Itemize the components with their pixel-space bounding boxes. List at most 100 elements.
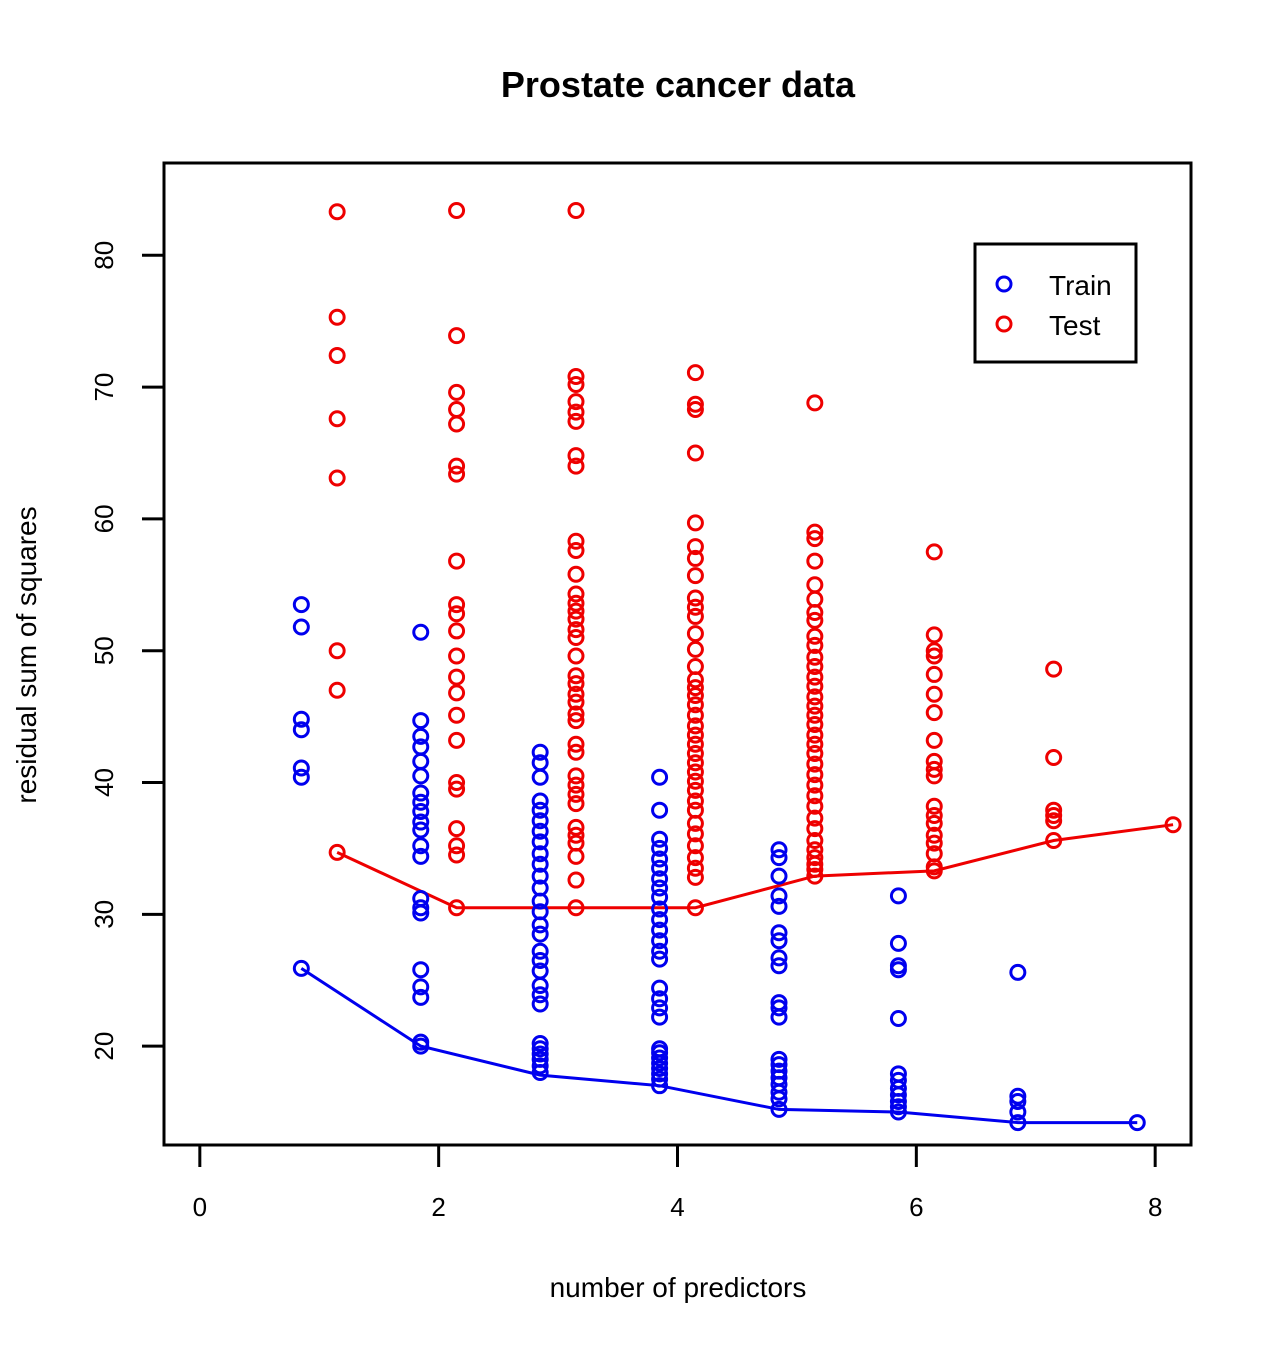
point-train <box>651 859 669 877</box>
point-test <box>567 899 585 917</box>
point-test <box>567 712 585 730</box>
series-line-test <box>336 823 1174 910</box>
point-test <box>328 346 346 364</box>
point-test <box>925 704 943 722</box>
point-test <box>448 605 466 623</box>
point-test <box>686 625 704 643</box>
point-test <box>567 767 585 785</box>
point-test <box>686 538 704 556</box>
point-test <box>806 677 824 695</box>
point-test <box>567 594 585 612</box>
point-test <box>686 868 704 886</box>
point-test <box>448 899 466 917</box>
point-train <box>531 768 549 786</box>
point-train <box>412 793 430 811</box>
point-test <box>567 621 585 639</box>
point-train <box>412 978 430 996</box>
point-train <box>412 813 430 831</box>
point-test <box>448 596 466 614</box>
y-tick-label: 80 <box>89 241 119 270</box>
point-test <box>806 688 824 706</box>
point-test <box>448 457 466 475</box>
point-test <box>567 871 585 889</box>
point-test <box>567 629 585 647</box>
x-tick-label: 4 <box>670 1192 684 1222</box>
point-test <box>567 393 585 411</box>
point-train <box>292 618 310 636</box>
point-test <box>448 647 466 665</box>
point-train <box>651 768 669 786</box>
point-train <box>651 950 669 968</box>
point-test <box>567 447 585 465</box>
data-points <box>292 201 1182 1132</box>
point-train <box>651 999 669 1017</box>
point-train <box>531 743 549 761</box>
point-test <box>686 859 704 877</box>
point-train <box>651 921 669 939</box>
legend: Train Test <box>973 242 1138 364</box>
legend-train-label: Train <box>1049 270 1112 301</box>
point-train <box>412 623 430 641</box>
point-test <box>1045 801 1063 819</box>
point-train <box>412 904 430 922</box>
point-test <box>567 542 585 560</box>
point-test <box>806 766 824 784</box>
point-train <box>651 979 669 997</box>
point-train <box>770 1083 788 1101</box>
point-test <box>567 368 585 386</box>
point-train <box>292 959 310 977</box>
point-train <box>651 1070 669 1088</box>
y-axis-label: residual sum of squares <box>11 506 42 803</box>
point-test <box>806 776 824 794</box>
point-train <box>651 888 669 906</box>
point-test <box>448 327 466 345</box>
point-test <box>686 549 704 567</box>
point-test <box>925 814 943 832</box>
point-train <box>412 899 430 917</box>
point-test <box>925 862 943 880</box>
point-test <box>567 403 585 421</box>
point-test <box>448 780 466 798</box>
point-test <box>567 795 585 813</box>
point-train <box>531 995 549 1013</box>
point-test <box>686 567 704 585</box>
point-train <box>651 870 669 888</box>
point-train <box>889 1093 907 1111</box>
point-train <box>770 932 788 950</box>
point-test <box>806 820 824 838</box>
point-train <box>531 1045 549 1063</box>
point-train <box>412 837 430 855</box>
y-axis: 20 30 40 50 60 70 80 <box>89 241 166 1061</box>
legend-test-label: Test <box>1049 310 1101 341</box>
point-train <box>651 900 669 918</box>
x-tick-label: 0 <box>193 1192 207 1222</box>
point-train <box>770 867 788 885</box>
point-train <box>770 849 788 867</box>
y-tick-label: 70 <box>89 373 119 402</box>
point-train <box>651 879 669 897</box>
point-test <box>567 375 585 393</box>
point-train <box>292 596 310 614</box>
point-test <box>328 843 346 861</box>
point-test <box>925 731 943 749</box>
point-train <box>651 1060 669 1078</box>
point-test <box>686 598 704 616</box>
point-train <box>770 924 788 942</box>
point-train <box>531 833 549 851</box>
point-test <box>567 735 585 753</box>
point-test <box>328 410 346 428</box>
point-test <box>567 693 585 711</box>
point-train <box>651 839 669 857</box>
point-train <box>531 867 549 885</box>
point-train <box>889 961 907 979</box>
point-test <box>567 201 585 219</box>
point-train <box>770 897 788 915</box>
point-test <box>686 514 704 532</box>
point-train <box>770 1008 788 1026</box>
point-train <box>651 990 669 1008</box>
point-test <box>806 603 824 621</box>
point-test <box>567 565 585 583</box>
point-train <box>651 932 669 950</box>
point-test <box>806 832 824 850</box>
point-test <box>686 849 704 867</box>
